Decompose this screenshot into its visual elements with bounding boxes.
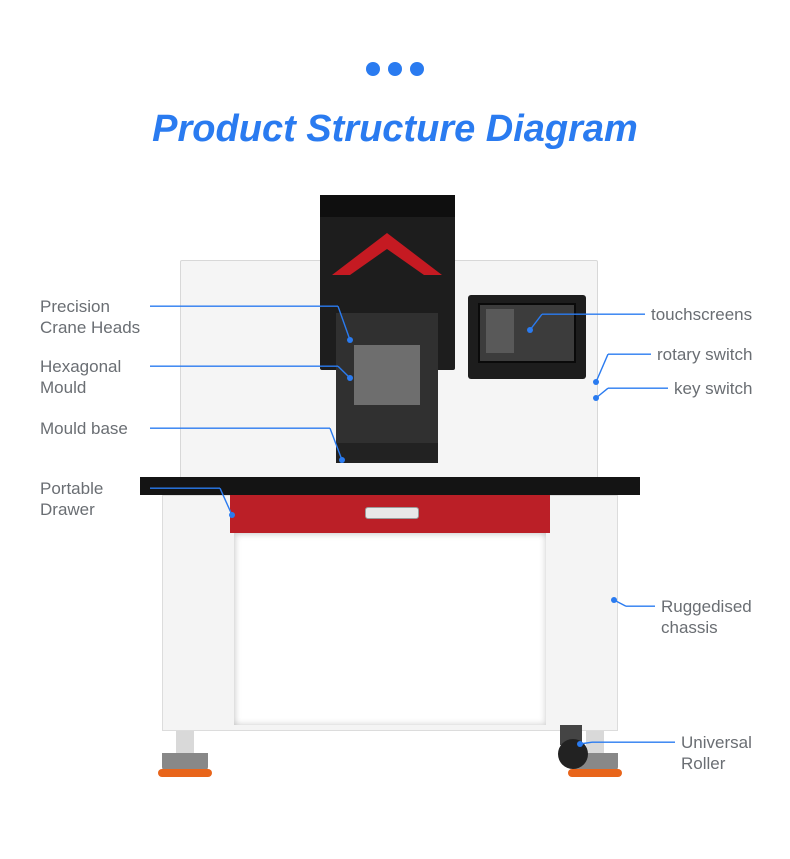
foot-pad-left	[158, 769, 212, 777]
machine-diagram	[140, 195, 640, 795]
foot-pad-right	[568, 769, 622, 777]
callout-label: Ruggedised chassis	[661, 596, 752, 639]
callout-label: Universal Roller	[681, 732, 752, 775]
dot-2	[388, 62, 402, 76]
callout-label: key switch	[674, 378, 752, 399]
callout-label: touchscreens	[651, 304, 752, 325]
callout-label: Portable Drawer	[40, 478, 103, 521]
callout-label: rotary switch	[657, 344, 752, 365]
mould-base-part	[336, 443, 438, 463]
head-chevron-icon	[332, 233, 442, 275]
touchscreen-glare	[486, 309, 514, 353]
chassis-opening	[234, 533, 546, 725]
leg-left	[176, 731, 194, 753]
callout-label: Hexagonal Mould	[40, 356, 121, 399]
touchscreen	[478, 303, 576, 363]
leg-right	[586, 731, 604, 753]
page-title: Product Structure Diagram	[152, 108, 638, 151]
callout-label: Mould base	[40, 418, 128, 439]
dot-1	[366, 62, 380, 76]
header-dots	[366, 62, 424, 76]
roller	[558, 739, 588, 769]
drawer-handle	[365, 507, 419, 519]
head-unit-top	[320, 195, 455, 217]
callout-label: Precision Crane Heads	[40, 296, 140, 339]
press-block	[354, 345, 420, 405]
dot-3	[410, 62, 424, 76]
table-top	[140, 477, 640, 495]
